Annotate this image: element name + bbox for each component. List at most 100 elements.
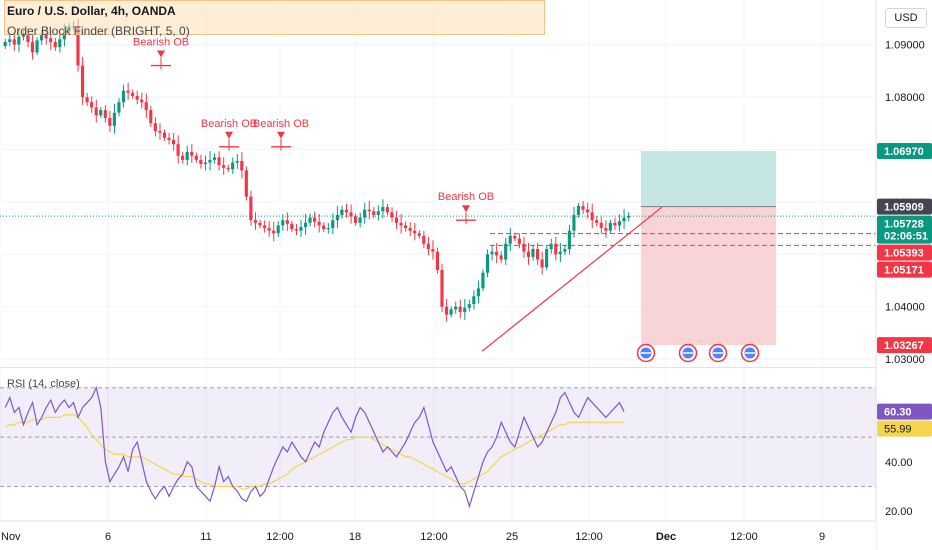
candle-series <box>3 19 631 322</box>
candle-body <box>203 162 207 165</box>
candle-body <box>586 209 590 213</box>
candle-body <box>199 159 203 165</box>
candle-body <box>112 112 116 126</box>
price-tag-label: 1.03267 <box>884 340 924 352</box>
candle-body <box>258 222 262 226</box>
candle-body <box>344 209 348 213</box>
candle-body <box>517 238 521 244</box>
candle-body <box>417 233 421 236</box>
candle-body <box>504 243 508 260</box>
candle-body <box>617 221 621 226</box>
candle-body <box>35 40 39 53</box>
symbol-title[interactable]: Euro / U.S. Dollar, 4h, OANDA <box>7 4 176 18</box>
time-tick-label: 25 <box>506 531 518 543</box>
candle-body <box>558 251 562 255</box>
candle-body <box>181 155 185 160</box>
candle-body <box>599 222 603 229</box>
candle-body <box>404 225 408 229</box>
candle-body <box>135 95 139 100</box>
price-tick-label: 1.04000 <box>885 302 925 314</box>
candle-body <box>308 217 312 223</box>
time-tick-label: 12:00 <box>730 531 758 543</box>
candle-body <box>281 220 285 226</box>
time-tick-label: 18 <box>349 531 361 543</box>
candle-body <box>231 162 235 170</box>
candle-body <box>222 165 226 168</box>
candle-body <box>540 259 544 268</box>
rsi-value-label: 60.30 <box>884 407 912 419</box>
candle-body <box>572 214 576 231</box>
candle-body <box>317 221 321 226</box>
currency-button[interactable]: USD <box>885 8 927 28</box>
candle-body <box>554 243 558 255</box>
candle-body <box>40 35 44 41</box>
rsi-level-lines <box>0 387 876 487</box>
economic-event-icons[interactable] <box>636 343 760 363</box>
candle-body <box>340 209 344 215</box>
candle-body <box>490 251 494 255</box>
time-tick-label: 12:00 <box>266 531 294 543</box>
candle-body <box>363 209 367 218</box>
candle-body <box>499 255 503 260</box>
candle-body <box>394 217 399 223</box>
time-tick-label: 12:00 <box>420 531 448 543</box>
alert-highlight-box <box>4 0 545 35</box>
candle-body <box>267 228 271 231</box>
long-position-tool[interactable] <box>641 150 776 346</box>
candle-body <box>522 243 526 252</box>
candle-body <box>372 211 376 215</box>
candle-body <box>226 167 230 170</box>
candle-body <box>426 243 430 250</box>
target-zone <box>641 150 776 207</box>
pane-divider[interactable] <box>0 367 932 368</box>
time-axis[interactable] <box>0 521 876 550</box>
candle-body <box>76 26 80 66</box>
rsi-axis-ticks: 60.30 55.99 40.00 20.00 <box>877 403 932 518</box>
candle-body <box>485 254 490 273</box>
candle-body <box>472 296 476 305</box>
candle-body <box>8 39 12 42</box>
time-tick-label: 9 <box>819 531 825 543</box>
candle-body <box>299 227 303 231</box>
time-tick-label: 12:00 <box>575 531 603 543</box>
candle-body <box>276 225 280 234</box>
candle-body <box>622 217 626 222</box>
price-tag-label: 1.05171 <box>884 265 924 277</box>
candle-body <box>353 216 358 223</box>
price-tick-label: 1.08000 <box>885 92 925 104</box>
time-tick-label: 11 <box>200 531 211 543</box>
candle-body <box>454 306 458 310</box>
candle-body <box>467 304 471 308</box>
rsi-line <box>4 385 625 509</box>
time-axis-ticks: Nov 6 11 12:00 18 12:00 25 12:00 Dec 12:00 9 <box>1 531 825 543</box>
price-tag-label: 1.05393 <box>884 248 924 260</box>
candle-body <box>458 306 462 312</box>
trend-line[interactable] <box>481 206 663 352</box>
rsi-tick-label: 20.00 <box>885 506 913 518</box>
price-tag <box>877 261 932 278</box>
candle-body <box>30 41 35 53</box>
candle-body <box>413 230 417 234</box>
rsi-value-tag <box>877 403 932 420</box>
candle-body <box>576 206 581 215</box>
stop-zone <box>641 206 776 346</box>
rsi-legend[interactable]: RSI (14, close) <box>7 378 80 390</box>
candle-body <box>108 117 112 126</box>
candle-body <box>167 137 171 140</box>
candle-body <box>508 235 512 244</box>
candle-body <box>385 207 389 213</box>
candle-body <box>349 212 353 217</box>
candle-body <box>162 132 166 138</box>
candle-body <box>253 220 257 223</box>
candle-body <box>449 309 453 315</box>
candle-body <box>26 34 30 42</box>
candle-body <box>94 107 98 116</box>
rsi-ma-line <box>4 414 625 490</box>
time-tick-label: 6 <box>105 531 111 543</box>
candle-body <box>399 222 403 226</box>
indicator-legend[interactable]: Order Block Finder (BRIGHT, 5, 0) <box>7 24 190 38</box>
price-tag <box>877 142 932 159</box>
